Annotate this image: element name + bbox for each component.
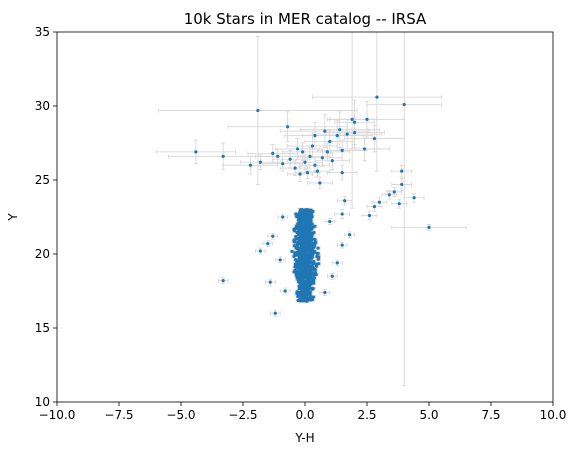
chart-title: 10k Stars in MER catalog -- IRSA [184,10,427,28]
